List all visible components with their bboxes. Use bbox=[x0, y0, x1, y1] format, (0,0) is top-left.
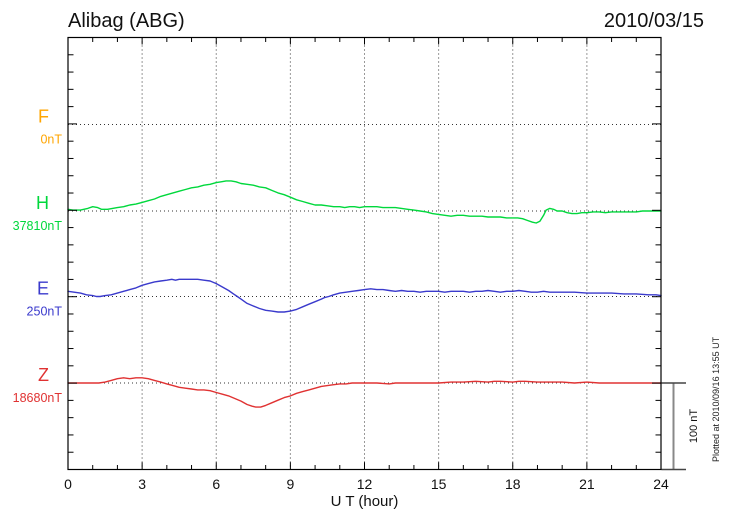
e-trace bbox=[67, 278, 662, 313]
h-trace bbox=[67, 180, 662, 224]
chart-date: 2010/03/15 bbox=[604, 10, 704, 32]
series-label-E: E bbox=[37, 279, 49, 299]
series-baseline-value-H: 37810nT bbox=[13, 219, 63, 233]
series-baseline-value-E: 250nT bbox=[27, 305, 63, 319]
x-tick-label-15: 15 bbox=[431, 476, 447, 492]
series-label-F: F bbox=[38, 107, 49, 127]
curve-layer bbox=[67, 180, 662, 408]
x-tick-label-12: 12 bbox=[357, 476, 373, 492]
series-label-layer: F 0nT H 37810nT E 250nT Z 18680nT bbox=[13, 107, 63, 406]
x-tick-label-21: 21 bbox=[579, 476, 595, 492]
series-baseline-value-F: 0nT bbox=[40, 133, 62, 147]
x-tick-label-0: 0 bbox=[64, 476, 72, 492]
x-tick-label-9: 9 bbox=[286, 476, 294, 492]
series-label-Z: Z bbox=[38, 365, 49, 385]
series-label-H: H bbox=[36, 193, 49, 213]
x-tick-label-24: 24 bbox=[653, 476, 669, 492]
x-axis-layer: 0 3 6 9 12 15 18 21 24 bbox=[64, 476, 669, 492]
scale-bar: 100 nT bbox=[661, 382, 700, 471]
station-title: Alibag (ABG) bbox=[68, 10, 185, 32]
x-tick-label-3: 3 bbox=[138, 476, 146, 492]
tick-layer bbox=[67, 37, 662, 470]
x-axis-label: U T (hour) bbox=[331, 493, 399, 510]
series-baseline-value-Z: 18680nT bbox=[13, 391, 63, 405]
x-tick-label-6: 6 bbox=[212, 476, 220, 492]
plot-footnote: Plotted at 2010/09/16 13:55 UT bbox=[711, 336, 721, 462]
x-tick-label-18: 18 bbox=[505, 476, 521, 492]
z-trace bbox=[67, 377, 662, 408]
scale-bar-label: 100 nT bbox=[688, 409, 700, 444]
